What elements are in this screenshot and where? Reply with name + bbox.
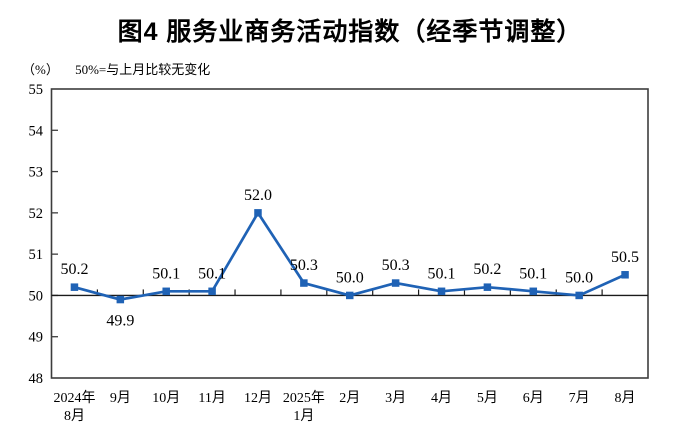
x-axis-label: 7月 [569,390,590,406]
y-axis-label: 50 [29,288,44,304]
x-axis-label: 11月 [198,390,225,406]
baseline-note: 50%=与上月比较无变化 [75,62,211,77]
y-axis-label: 51 [29,247,44,263]
x-axis-label: 12月 [244,390,272,406]
data-point-marker [621,271,629,279]
series-line [74,210,626,301]
data-point-marker [346,291,354,300]
data-label: 50.2 [60,261,88,278]
data-point-marker [300,279,308,287]
data-label: 50.1 [198,265,226,282]
data-label: 50.5 [611,249,639,266]
chart-subtitle-row: （%） 50%=与上月比较无变化 [22,59,210,78]
data-label: 52.0 [244,187,272,204]
x-axis-label: 4月 [431,390,452,406]
y-axis-label: 54 [29,123,44,139]
y-axis-label: 52 [29,206,44,222]
y-axis-unit-label: （%） [22,62,59,77]
x-axis-label: 5月 [477,390,498,406]
x-axis-label: 2月 [339,390,360,406]
y-axis-label: 55 [29,82,44,98]
data-point-marker [575,291,583,300]
data-point-marker [162,287,170,296]
plot-area: 48 49 50 51 52 53 54 55 2024年 8月 9月 10月 11月 12月 2025年 1… [29,82,649,424]
x-axis-label: 6月 [523,390,544,406]
data-point-marker [483,283,492,291]
x-axis-label: 10月 [152,390,180,406]
plot-border [50,88,649,379]
data-point-marker [208,287,216,296]
data-label: 50.1 [519,265,547,282]
y-axis-label: 48 [29,371,44,387]
x-axis-label: 2025年 1月 [283,390,325,424]
data-label: 50.2 [473,261,501,278]
data-point-marker [437,287,446,296]
data-point-marker [116,295,125,304]
data-label: 50.1 [428,265,456,282]
data-label: 50.3 [382,257,410,274]
x-axis-label: 2024年 8月 [53,390,95,424]
data-label: 50.0 [336,269,364,286]
data-point-marker [391,279,400,287]
data-point-marker [70,283,79,291]
data-label: 49.9 [106,313,134,330]
x-axis-label: 8月 [615,390,636,406]
data-label: 50.1 [152,265,180,282]
x-axis-label: 3月 [385,390,406,406]
chart-title: 图4 服务业商务活动指数（经季节调整） [117,18,583,46]
data-label: 50.3 [290,257,318,274]
y-axis-label: 49 [29,330,44,346]
data-label: 50.0 [565,269,593,286]
y-axis-label: 53 [29,165,44,181]
data-point-marker [254,209,262,217]
data-point-marker [529,287,538,296]
x-axis-label: 9月 [110,390,131,406]
